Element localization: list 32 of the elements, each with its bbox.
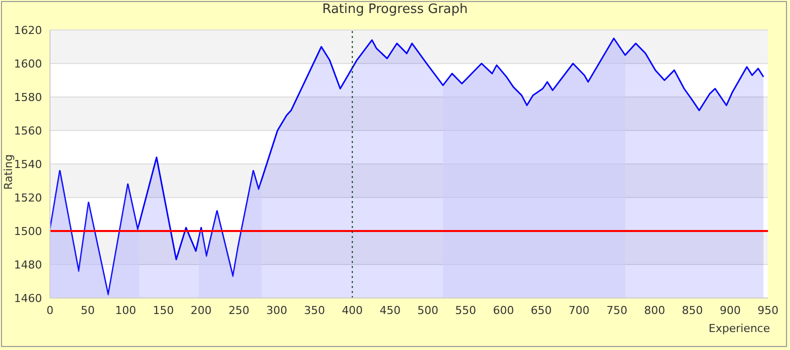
x-tick-label: 500 xyxy=(417,304,438,317)
x-tick-label: 550 xyxy=(455,304,476,317)
x-tick-label: 350 xyxy=(304,304,326,317)
x-tick-label: 600 xyxy=(492,304,514,317)
chart-title: Rating Progress Graph xyxy=(321,2,469,17)
x-tick-label: 950 xyxy=(758,304,778,317)
y-tick-label: 1580 xyxy=(14,90,42,104)
x-tick-label: 650 xyxy=(530,304,552,317)
y-tick-label: 1520 xyxy=(14,191,42,204)
x-tick-label: 300 xyxy=(266,304,288,317)
y-tick-label: 1500 xyxy=(14,224,42,238)
y-tick-label: 1460 xyxy=(14,292,42,305)
x-tick-label: 750 xyxy=(606,304,628,317)
y-tick-label: 1620 xyxy=(14,24,42,37)
x-tick-label: 100 xyxy=(115,304,136,317)
x-tick-label: 850 xyxy=(682,304,703,317)
y-tick-label: 1600 xyxy=(14,57,42,70)
x-tick-label: 0 xyxy=(46,304,54,317)
x-tick-label: 400 xyxy=(342,304,363,317)
x-tick-label: 250 xyxy=(228,304,250,317)
x-tick-label: 50 xyxy=(80,304,95,317)
y-tick-label: 1560 xyxy=(14,124,42,138)
y-tick-label: 1540 xyxy=(14,158,42,171)
y-tick-label: 1480 xyxy=(14,258,42,272)
x-tick-label: 700 xyxy=(568,304,590,317)
x-axis-title: Experience xyxy=(708,322,770,335)
x-tick-label: 200 xyxy=(190,304,212,317)
x-tick-label: 450 xyxy=(380,304,401,317)
x-tick-label: 150 xyxy=(152,304,174,317)
x-tick-label: 800 xyxy=(644,304,666,317)
y-axis-title: Rating xyxy=(2,154,15,190)
x-tick-label: 900 xyxy=(720,304,741,317)
